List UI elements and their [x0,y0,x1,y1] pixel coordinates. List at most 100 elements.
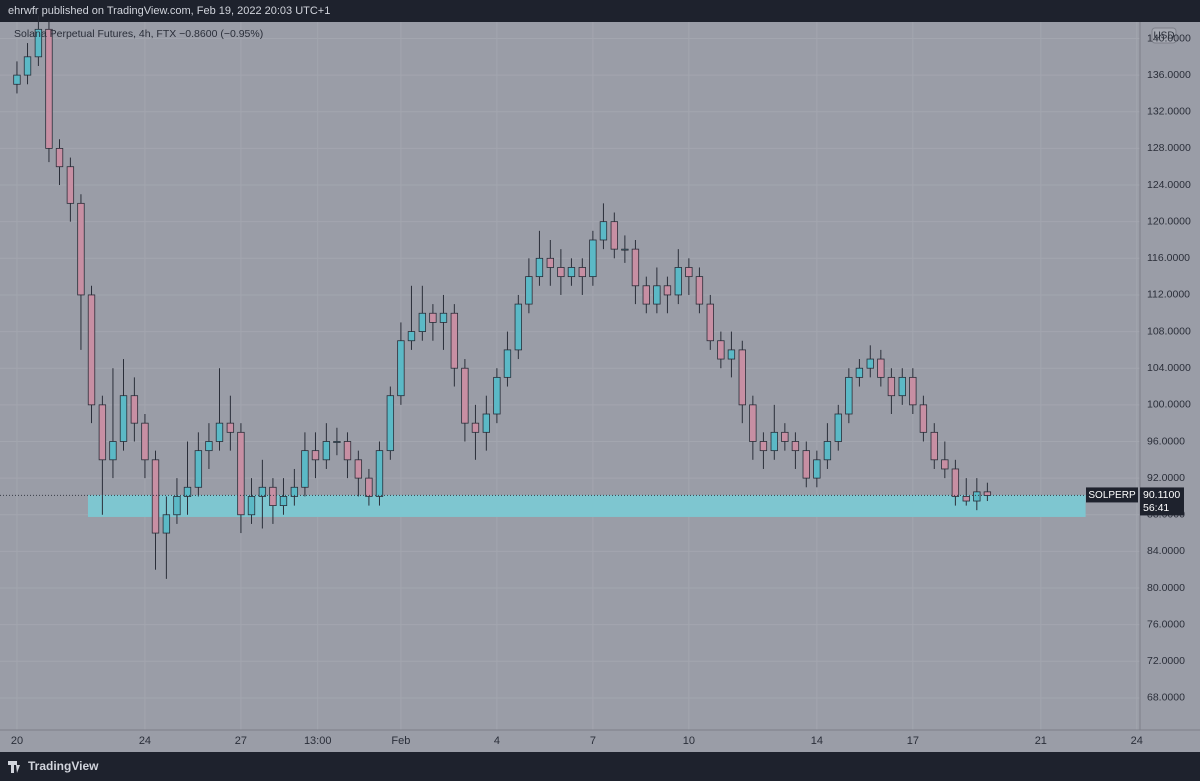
y-tick-label: 108.0000 [1147,325,1191,337]
candle-body [23,56,32,76]
candle-body [365,477,373,497]
countdown: 56:41 [1143,502,1169,514]
candle-body [631,248,640,287]
candle-body [525,276,533,305]
currency-button[interactable] [1151,27,1177,44]
x-tick-label: 24 [1131,735,1143,747]
candle-body [269,486,277,507]
candle-body [482,413,491,433]
candle-body [653,285,661,305]
candle-body [439,312,448,323]
y-tick-label: 72.0000 [1147,655,1185,667]
candle-body [397,340,405,397]
candle-body [514,303,523,351]
candle-body [557,267,565,278]
x-tick-label: 24 [139,735,151,747]
candle-body [290,486,299,497]
candle-body [226,422,235,433]
candle-body [34,28,43,58]
candle-body [301,450,309,488]
x-tick-label: Feb [391,735,410,747]
candle-body [845,376,853,415]
candle-body [813,459,821,479]
candle-body [418,312,427,332]
candle-body [589,239,597,278]
candle-body [493,376,501,415]
candle-body [941,459,949,470]
candle-body [706,303,714,342]
candle-body [962,496,970,502]
y-tick-label: 68.0000 [1147,692,1185,704]
candle-body [87,294,96,406]
y-tick-label: 92.0000 [1147,472,1185,484]
x-tick-label: 4 [494,735,500,747]
price-tag-bg [1140,487,1184,516]
y-tick-label: 120.0000 [1147,215,1191,227]
brand: TradingView [28,759,99,773]
candle-body [151,459,160,534]
candle-body [919,404,928,433]
candle-body [695,276,704,305]
candle-body [983,491,992,496]
y-tick-label: 112.0000 [1147,289,1190,301]
candle-body [727,349,736,360]
y-tick-label: 76.0000 [1147,618,1185,630]
candle-body [781,431,789,442]
currency[interactable]: USD [1153,31,1174,42]
y-tick-label: 136.0000 [1147,69,1191,81]
candle-body [759,441,768,452]
x-tick-label: 21 [1035,735,1047,747]
candle-body [717,340,725,360]
candle-body [407,331,416,342]
candle-body [973,491,981,502]
candle-body [642,285,650,305]
candle-body [898,376,906,397]
candle-body [354,459,363,479]
candle-body [823,441,832,461]
candle-body [386,395,395,452]
candle-body [237,431,245,516]
candle-body [674,267,682,296]
x-tick-label: 7 [590,735,596,747]
y-tick-label: 104.0000 [1147,362,1191,374]
candle-body [258,486,267,497]
candle-body [749,404,757,442]
candle-body [855,367,864,378]
candle-body [375,450,384,497]
candle-body [247,496,256,516]
candle-body [109,441,117,461]
candle-body [578,267,586,278]
candle-body [13,74,21,85]
price-tag: 90.1100 [1143,489,1180,501]
publisher: ehrwfr published on TradingView.com, Feb… [8,5,330,17]
candle-body [119,395,128,442]
candle-body [738,349,746,406]
y-tick-label: 100.0000 [1147,399,1191,411]
candle-body [173,496,181,516]
candle-body [98,404,107,461]
candle-body [461,367,469,424]
candle-body [450,312,459,369]
candle-body [663,285,672,296]
y-tick-label: 124.0000 [1147,179,1191,191]
candle-body [791,441,800,452]
candle-body [535,257,544,278]
y-tick-label: 80.0000 [1147,582,1185,594]
candle-body [546,257,554,268]
candle-body [951,468,960,497]
candle-body [599,221,608,241]
y-tick-label: 132.0000 [1147,106,1191,118]
support-zone [87,494,1086,517]
candle-body [45,28,53,149]
candle-body [130,395,139,424]
candle-body [909,376,917,406]
candle-body [194,450,203,488]
legend: Solana Perpetual Futures, 4h, FTX −0.860… [14,28,263,40]
candle-body [567,267,576,278]
footer-bar [0,752,1200,781]
symbol-tag: SOLPERP [1088,490,1136,501]
candle-body [205,441,213,452]
candle-body [621,248,629,251]
